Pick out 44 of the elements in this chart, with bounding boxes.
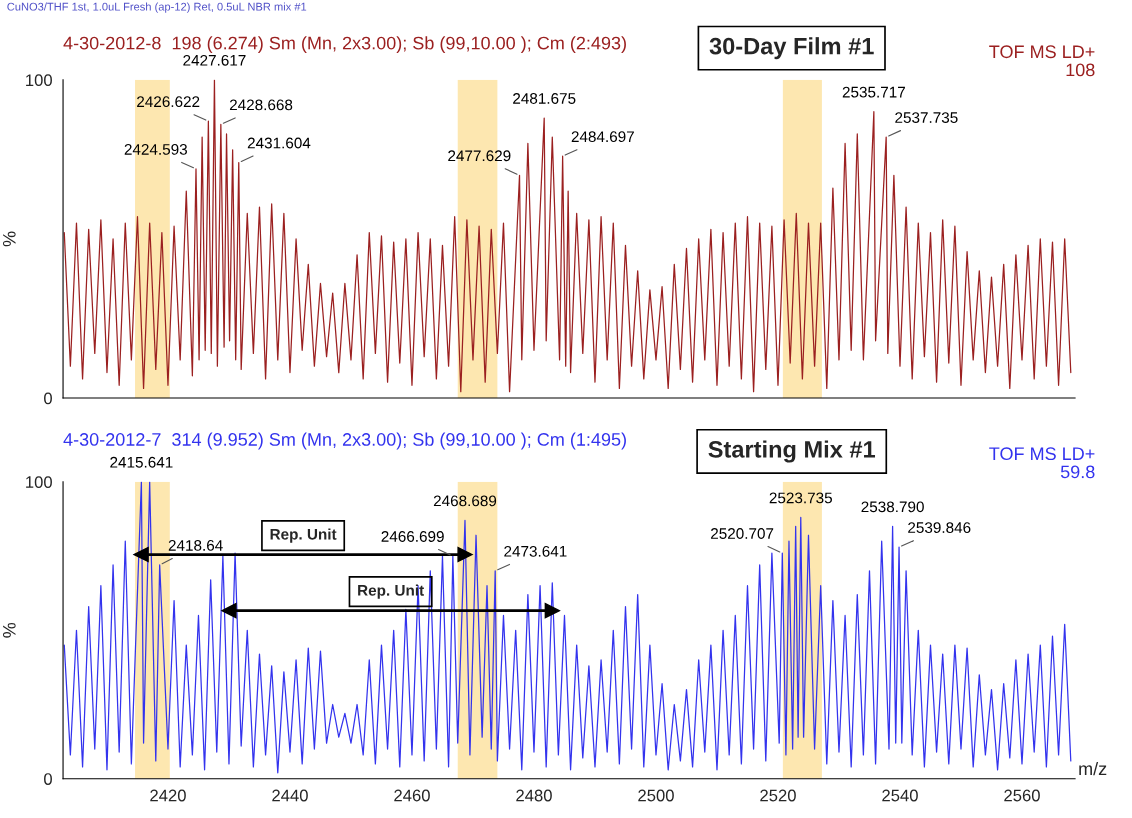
annotation: 2424.593	[124, 143, 187, 155]
x-tick-label: 2540	[882, 789, 918, 802]
annotation: 2535.717	[842, 86, 905, 98]
line-series	[63, 79, 1072, 393]
annotation: 2538.790	[861, 501, 924, 513]
annotation: 2415.641	[110, 456, 173, 468]
chart-title: 4-30-2012-8 198 (6.274) Sm (Mn, 2x3.00); Sb (99,10.00 ); Cm (2:493)	[63, 36, 626, 54]
annotation: 2537.735	[895, 112, 958, 123]
annotation: 2520.707	[711, 528, 774, 539]
annotation: 2477.629	[448, 150, 511, 162]
x-tick-label: 2460	[394, 789, 430, 802]
y-axis-title: %	[3, 622, 16, 638]
text: TOF MS LD+ 59.8	[989, 447, 1095, 479]
annotation: 2473.641	[504, 545, 567, 557]
x-tick-label: 2440	[272, 789, 308, 802]
annotation: 2431.604	[247, 137, 311, 149]
y-tick-label: 100	[26, 74, 52, 87]
annotation: 2523.735	[769, 492, 832, 504]
annotation: 2426.622	[137, 96, 200, 108]
annotation: 2418.64	[168, 539, 223, 551]
annotation: 2539.846	[908, 522, 971, 533]
y-tick-label: 0	[44, 392, 52, 405]
text: TOF MS LD+ 108	[989, 45, 1095, 77]
chart-subtitle: Starting Mix #1	[708, 440, 876, 463]
x-axis-title: m/z	[1079, 761, 1107, 776]
x-tick-label: 2520	[760, 789, 796, 802]
annotation: 2468.689	[433, 495, 497, 507]
x-tick-label: 2560	[1004, 789, 1040, 802]
y-tick-label: 100	[26, 476, 52, 489]
annotation: 2466.699	[381, 531, 444, 542]
annotation: 2427.617	[183, 54, 246, 66]
annotation: 2484.697	[571, 131, 634, 143]
x-tick-label: 2500	[638, 789, 674, 802]
annotation: 2428.668	[229, 99, 293, 111]
series-label: Rep. Unit	[270, 528, 337, 543]
x-tick-label: 2420	[150, 789, 186, 802]
annotation: 2481.675	[513, 93, 576, 104]
y-axis-title: %	[3, 231, 16, 247]
y-tick-label: 0	[44, 773, 52, 785]
text: CuNO3/THF 1st, 1.0uL Fresh (ap-12) Ret, 0.5uL NBR mix #1	[7, 2, 307, 13]
line-series	[63, 481, 1072, 774]
x-tick-label: 2480	[516, 789, 552, 802]
chart-subtitle: 30-Day Film #1	[709, 37, 874, 60]
chart-title: 4-30-2012-7 314 (9.952) Sm (Mn, 2x3.00); Sb (99,10.00 ); Cm (1:495)	[63, 432, 626, 450]
